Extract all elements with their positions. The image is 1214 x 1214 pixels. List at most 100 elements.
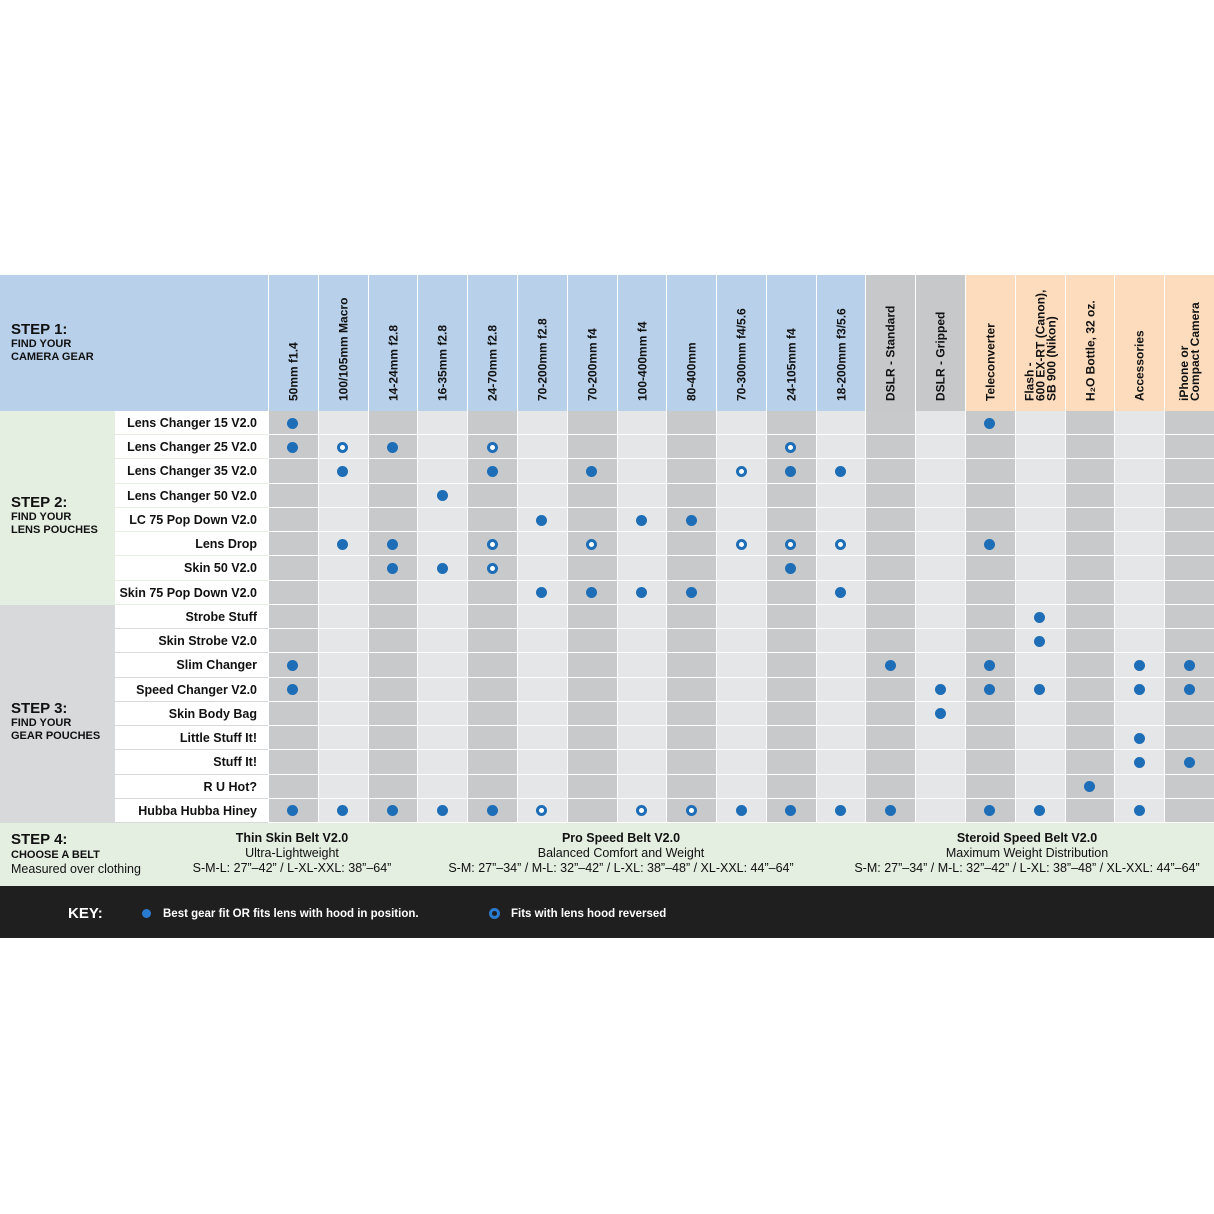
cell (367, 604, 418, 630)
cell (467, 604, 517, 630)
fit-dot (1034, 684, 1046, 696)
fit-dot (386, 563, 398, 575)
column-header-cell (915, 275, 966, 411)
fit-dot (287, 684, 299, 696)
cell (1164, 459, 1214, 484)
cell (417, 677, 468, 702)
cell (815, 774, 866, 799)
cell (616, 677, 667, 702)
cell (666, 774, 717, 799)
cell (666, 677, 717, 702)
key-title: KEY: (68, 905, 103, 922)
cell (915, 629, 966, 654)
column-header: DSLR - Standard (883, 305, 898, 401)
cell (716, 774, 766, 799)
cell (765, 411, 816, 436)
cell (317, 604, 368, 630)
row-label: Skin 50 V2.0 (184, 561, 257, 576)
cell (616, 532, 667, 557)
cell (417, 459, 468, 484)
cell (666, 435, 717, 460)
fit-dot (884, 659, 896, 671)
cell (317, 629, 368, 654)
cell (666, 532, 717, 557)
cell (915, 726, 966, 751)
cell (815, 677, 866, 702)
step-text: FIND YOUR LENS POUCHES (11, 510, 98, 536)
cell (765, 726, 816, 751)
fit-dot (436, 563, 448, 575)
cell (1164, 604, 1214, 630)
cell (1064, 629, 1115, 654)
cell (666, 483, 717, 508)
step1-panel (0, 275, 268, 411)
cell (1114, 750, 1165, 775)
cell (1064, 483, 1115, 508)
column-header: 70-200mm f2.8 (535, 318, 550, 401)
cell (1114, 507, 1165, 533)
fit-dot (1183, 659, 1195, 671)
cell (865, 750, 916, 775)
cell (815, 580, 866, 605)
cell (1114, 435, 1165, 460)
cell (915, 459, 966, 484)
cell (516, 532, 567, 557)
step-title: STEP 1: (11, 321, 68, 338)
cell (467, 411, 517, 436)
cell (1164, 411, 1214, 436)
cell (467, 629, 517, 654)
fit-dot (536, 587, 548, 599)
fit-dot (984, 659, 996, 671)
cell (268, 483, 318, 508)
cell (865, 701, 916, 727)
belt-desc: Maximum Weight Distribution (945, 846, 1109, 860)
cell (716, 677, 766, 702)
cell (1064, 532, 1115, 557)
cell (1014, 435, 1065, 460)
row-label-cell (115, 653, 268, 678)
reversed-ring (486, 563, 498, 575)
fit-dot (685, 514, 697, 526)
cell (367, 750, 418, 775)
fit-dot (287, 659, 299, 671)
step4-panel (0, 823, 1214, 886)
cell (915, 750, 966, 775)
cell (865, 556, 916, 581)
cell (467, 701, 517, 727)
fit-dot (386, 538, 398, 550)
step-text: FIND YOUR CAMERA GEAR (11, 338, 94, 363)
cell (815, 507, 866, 533)
fit-dot (984, 538, 996, 550)
cell (467, 653, 517, 678)
cell (1014, 774, 1065, 799)
reversed-ring (486, 538, 498, 550)
belt-sizes: S-M: 27”–34” / M-L: 32”–42” / L-XL: 38”–… (448, 861, 794, 875)
cell (765, 701, 816, 727)
step-title: STEP 4: (11, 831, 68, 848)
cell (566, 580, 617, 605)
cell (467, 483, 517, 508)
cell (566, 507, 617, 533)
row-label: Strobe Stuff (185, 609, 257, 624)
belt-sizes: S-M: 27”–34” / M-L: 32”–42” / L-XL: 38”–… (854, 861, 1200, 875)
cell (467, 774, 517, 799)
cell (915, 580, 966, 605)
cell (516, 556, 567, 581)
cell (516, 411, 567, 436)
row-label: Skin Strobe V2.0 (158, 634, 257, 649)
cell (765, 677, 816, 702)
cell (417, 604, 468, 630)
fit-dot (835, 805, 847, 817)
row-label: Lens Drop (195, 537, 257, 552)
column-header-cell (815, 275, 866, 411)
fit-dot (685, 587, 697, 599)
cell (965, 580, 1015, 605)
column-header: 70-300mm f4/5.6 (734, 308, 749, 401)
column-header-cell (367, 275, 418, 411)
cell (268, 701, 318, 727)
cell (566, 483, 617, 508)
cell (915, 483, 966, 508)
fit-dot (735, 805, 747, 817)
column-header-cell (566, 275, 617, 411)
cell (566, 701, 617, 727)
